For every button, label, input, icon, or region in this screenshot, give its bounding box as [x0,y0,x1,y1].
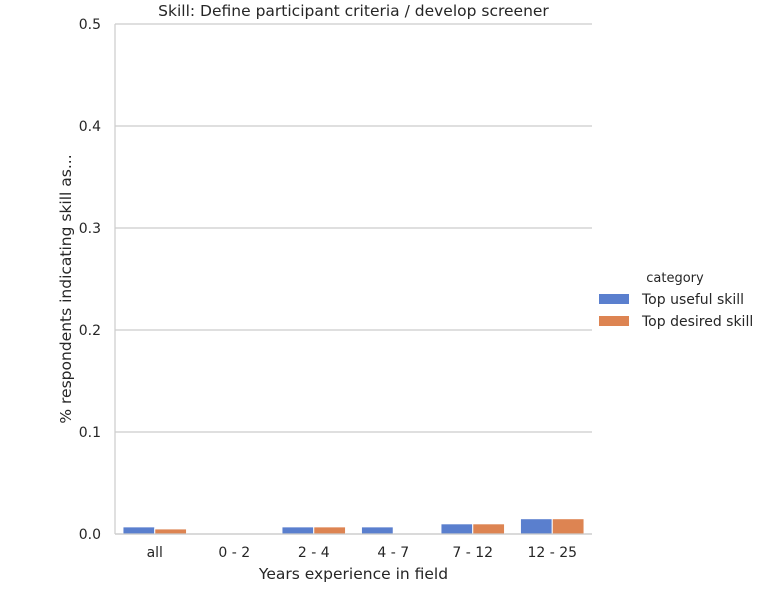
y-tick-label: 0.3 [79,221,101,237]
y-tick-label: 0.0 [79,527,101,543]
x-tick-label: all [147,545,163,561]
legend-label-0: Top useful skill [641,292,744,308]
bars [122,518,585,535]
bar-top-useful-2 [281,526,315,535]
legend-items: Top useful skill Top desired skill [599,292,753,330]
y-tick-label: 0.1 [79,425,101,441]
legend-label-1: Top desired skill [641,314,753,330]
y-tick-label: 0.4 [79,119,101,135]
x-tick-label: 7 - 12 [452,545,493,561]
y-tick-label: 0.2 [79,323,101,339]
x-tick-label: 4 - 7 [377,545,409,561]
bar-top-useful-0 [122,526,156,535]
bar-top-desired-2 [313,526,347,535]
bar-top-desired-5 [551,518,585,535]
y-axis-label: % respondents indicating skill as... [57,154,75,423]
bar-top-useful-3 [360,526,394,535]
legend-title: category [646,271,704,286]
gridlines [115,23,592,535]
x-axis-label: Years experience in field [258,565,448,583]
chart-title: Skill: Define participant criteria / dev… [158,2,549,20]
legend-swatch-0 [599,294,629,304]
bar-top-desired-4 [472,523,506,535]
legend-swatch-1 [599,316,629,326]
x-tick-label: 2 - 4 [298,545,330,561]
bar-top-desired-0 [154,528,188,535]
bar-top-useful-5 [519,518,553,535]
x-tick-labels: all 0 - 2 2 - 4 4 - 7 7 - 12 12 - 25 [147,545,577,561]
y-tick-label: 0.5 [79,17,101,33]
y-tick-labels: 0.0 0.1 0.2 0.3 0.4 0.5 [79,17,101,543]
bar-top-useful-4 [440,523,474,535]
legend: category Top useful skill Top desired ski… [599,271,753,330]
x-tick-label: 12 - 25 [527,545,577,561]
x-tick-label: 0 - 2 [218,545,250,561]
